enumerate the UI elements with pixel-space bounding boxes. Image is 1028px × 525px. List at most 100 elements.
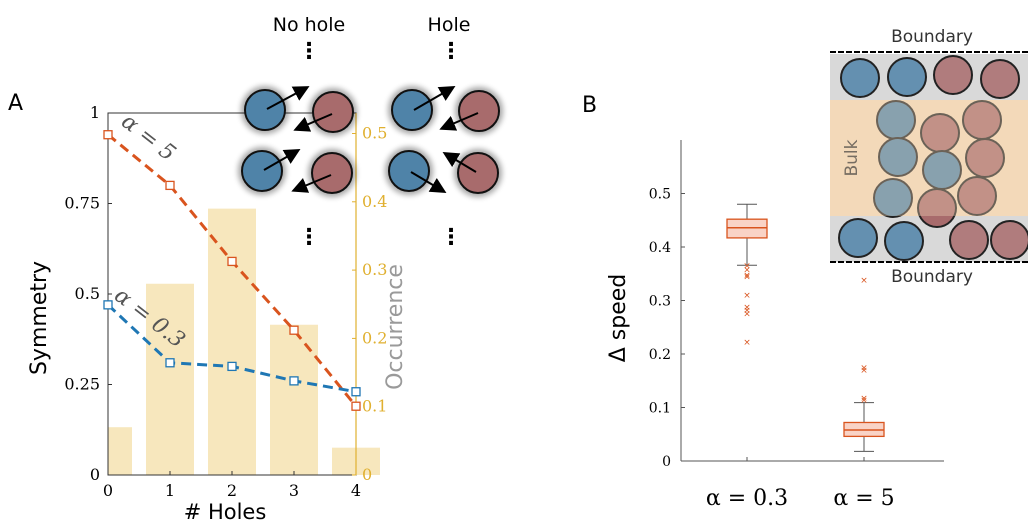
inset-label-bulk: Bulk — [842, 139, 862, 176]
blue-particle — [244, 89, 286, 131]
red-particle — [312, 91, 354, 133]
inset-red-particle — [980, 59, 1020, 99]
bar-clip-mask — [68, 113, 108, 476]
outlier-marker: × — [743, 291, 751, 301]
y2-tick-label: 0.5 — [362, 123, 387, 142]
y-axis-label-symmetry: Symmetry — [27, 261, 52, 375]
y2-tick-label: 0 — [362, 465, 372, 484]
particle-pair-hole-1 — [388, 85, 503, 135]
panel-b-y-tick-label: 0.3 — [649, 294, 671, 310]
outlier-marker: × — [860, 276, 868, 286]
y2-tick-label: 0.2 — [362, 328, 387, 347]
velocity-arrow — [291, 174, 332, 193]
particle-pair-hole-2 — [385, 147, 502, 197]
blue-particle — [241, 150, 283, 192]
outlier-marker: × — [743, 306, 751, 316]
occurrence-bar — [208, 208, 256, 476]
inset-blue-particle — [887, 57, 927, 97]
panel-b-letter: B — [582, 93, 597, 118]
panel-b-y-tick-label: 0 — [662, 454, 671, 470]
blue-particle — [388, 150, 430, 192]
panel-b-y-tick-label: 0.1 — [649, 401, 671, 417]
x-tick-label: 2 — [227, 481, 237, 500]
panel-b-axes: 0 0.1 0.2 0.3 0.4 0.5 α = 0.3 α = 5 — [649, 140, 944, 511]
ellipsis-no-hole-top: ⋮ — [298, 39, 320, 64]
inset-red-particle — [933, 55, 973, 95]
inset-label-boundary-bottom: Boundary — [891, 267, 973, 287]
ellipsis-hole-top: ⋮ — [440, 39, 462, 64]
inset-blue-particle — [884, 221, 924, 261]
red-particle — [311, 152, 353, 194]
bulk-tint-overlay — [830, 100, 1028, 216]
series-point — [351, 387, 361, 397]
particle-pair-no-hole-2 — [238, 147, 356, 197]
series-point — [165, 358, 175, 368]
outlier-marker: × — [743, 272, 751, 282]
panel-b-y-tick-label: 0.2 — [649, 347, 671, 363]
series-point — [227, 361, 237, 372]
inset-red-particle — [990, 220, 1028, 260]
ellipsis-no-hole-bottom: ⋮ — [298, 225, 320, 250]
series-point — [351, 401, 361, 411]
outlier-marker: × — [743, 338, 751, 348]
velocity-arrow — [410, 171, 447, 194]
speed-boxplots: ×××××××××××××× — [726, 203, 885, 452]
outlier-marker: × — [860, 396, 868, 406]
series-point — [165, 180, 175, 191]
velocity-arrow — [266, 86, 310, 110]
boundary-bulk-inset: Boundary Boundary Bulk — [830, 27, 1028, 287]
header-hole: Hole — [428, 14, 471, 36]
series-point — [289, 325, 299, 335]
y-tick-label: 0.75 — [64, 194, 100, 213]
panel-b-x-tick-label: α = 0.3 — [706, 486, 788, 511]
panel-b-x-tick-label: α = 5 — [833, 486, 894, 511]
occurrence-bar — [270, 324, 318, 475]
velocity-arrow — [413, 85, 456, 111]
x-axis-label-holes: # Holes — [184, 500, 267, 524]
velocity-arrow — [439, 112, 479, 131]
x-tick-label: 3 — [289, 481, 299, 500]
y-tick-label: 1 — [90, 103, 100, 122]
inset-blue-particle — [840, 58, 880, 98]
outlier-marker: × — [860, 366, 868, 376]
y-axis-label-delta-speed: Δ speed — [606, 274, 631, 363]
inset-red-particle — [917, 188, 957, 228]
velocity-arrow — [293, 113, 333, 132]
panel-a-letter: A — [8, 91, 23, 116]
red-particle — [458, 90, 500, 132]
series-point — [103, 300, 113, 310]
series-point — [103, 130, 113, 140]
velocity-arrow — [263, 149, 301, 171]
inset-red-particle — [957, 176, 997, 216]
inset-red-particle — [965, 138, 1005, 178]
y2-tick-label: 0.1 — [362, 397, 387, 416]
outlier-marker: × — [860, 363, 868, 373]
particle-pair-no-hole-1 — [241, 86, 357, 136]
inset-blue-particle — [838, 218, 878, 258]
velocity-arrow — [442, 151, 477, 173]
x-tick-label: 0 — [103, 481, 113, 500]
y2-tick-label: 0.4 — [362, 192, 387, 211]
occurrence-bar — [146, 283, 194, 475]
x-tick-label: 1 — [165, 481, 175, 500]
inset-red-particle — [949, 220, 989, 260]
y2-axis-label-occurrence: Occurrence — [383, 264, 408, 390]
y-tick-label: 0 — [90, 465, 100, 484]
y-tick-label: 0.25 — [64, 375, 100, 394]
outlier-marker: × — [860, 394, 868, 404]
outlier-marker: × — [743, 309, 751, 319]
panel-b-y-tick-label: 0.5 — [649, 187, 671, 203]
blue-particle — [391, 89, 433, 131]
red-particle — [457, 152, 499, 194]
collision-schematic — [238, 85, 503, 197]
symmetry-lines — [103, 130, 361, 411]
inset-label-boundary-top: Boundary — [891, 27, 973, 47]
box-iqr — [726, 218, 768, 239]
outlier-marker: × — [743, 271, 751, 281]
y2-tick-label: 0.3 — [362, 260, 387, 279]
panel-b-y-tick-label: 0.4 — [649, 240, 671, 256]
y-tick-label: 0.5 — [75, 284, 100, 303]
outlier-marker: × — [743, 265, 751, 275]
